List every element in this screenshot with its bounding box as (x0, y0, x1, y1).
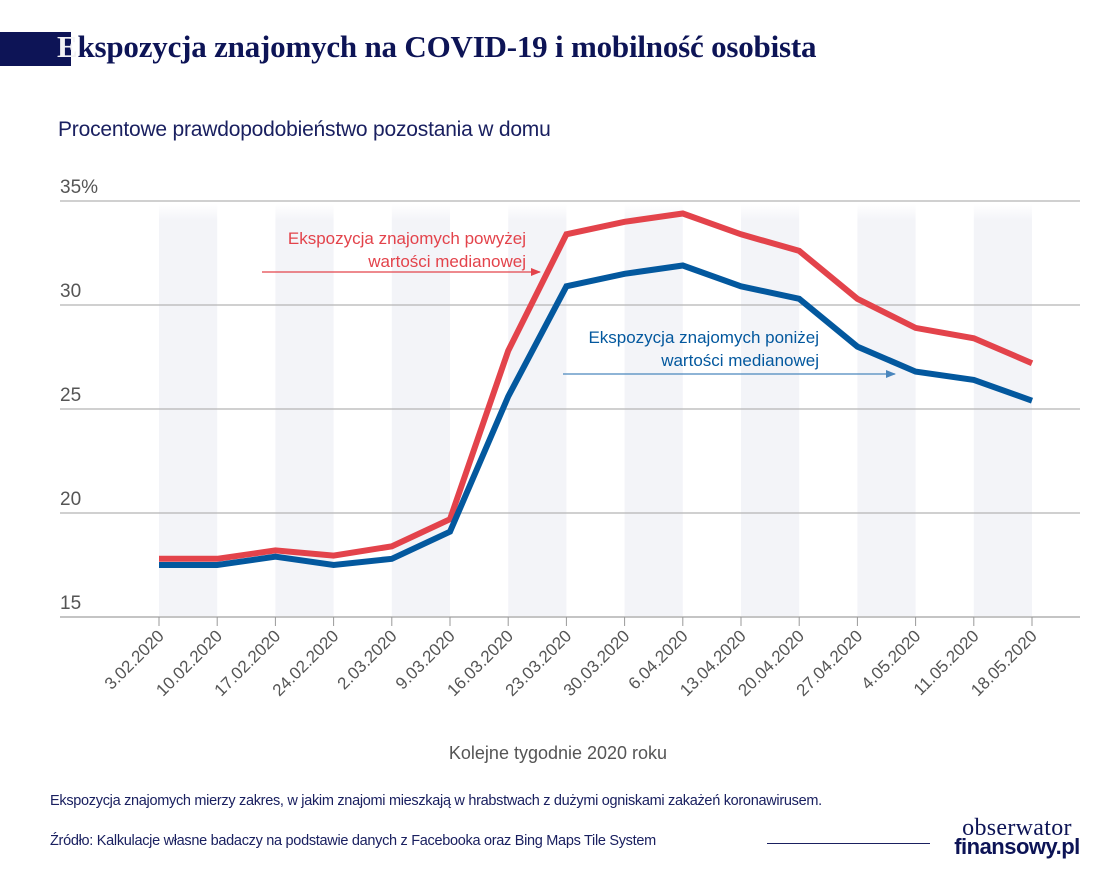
title-rest: kspozycja znajomych na COVID-19 i mobiln… (77, 29, 817, 64)
title-accent-block (0, 32, 71, 66)
background-band (741, 204, 800, 617)
background-band (857, 204, 916, 617)
blue-series-label-line1: Ekspozycja znajomych poniżej (588, 328, 819, 347)
series-line-above-median (159, 210, 1034, 562)
footnote: Ekspozycja znajomych mierzy zakres, w ja… (50, 793, 822, 809)
x-tick-label: 2.03.2020 (334, 626, 401, 693)
source-note: Źródło: Kalkulacje własne badaczy na pod… (50, 833, 656, 849)
y-tick-label: 25 (60, 385, 81, 406)
source-divider (767, 843, 930, 844)
logo-line1: obserwator (962, 815, 1072, 841)
blue-series-label-line2: wartości medianowej (660, 351, 819, 370)
y-tick-label: 15 (60, 593, 81, 614)
y-tick-label: 20 (60, 489, 81, 510)
y-tick-label: 35% (60, 177, 98, 198)
background-band (973, 204, 1032, 617)
red-series-label-line1: Ekspozycja znajomych powyżej (288, 229, 526, 248)
page-title: Ekspozycja znajomych na COVID-19 i mobil… (57, 29, 816, 65)
chart-subtitle: Procentowe prawdopodobieństwo pozostania… (58, 118, 551, 141)
background-band (275, 204, 334, 617)
brand-logo: obserwator finansowy.pl (942, 815, 1092, 860)
background-band (159, 204, 218, 617)
x-axis-title: Kolejne tygodnie 2020 roku (449, 743, 667, 763)
series-line-below-median (159, 262, 1034, 569)
title-first-letter: E (57, 29, 78, 64)
logo-line2: finansowy.pl (954, 834, 1080, 860)
y-tick-label: 30 (60, 281, 81, 302)
red-series-label-line2: wartości medianowej (367, 252, 526, 271)
